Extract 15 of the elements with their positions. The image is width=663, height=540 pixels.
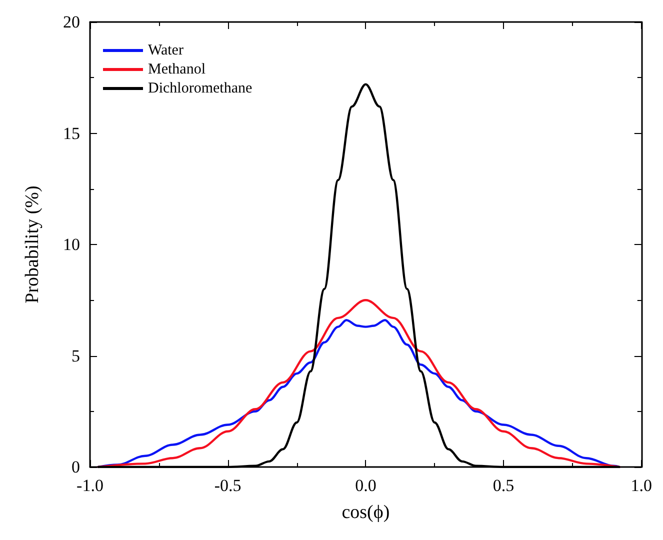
- y-tick-label: 20: [63, 12, 80, 32]
- x-axis-title: cos(ϕ): [342, 502, 390, 523]
- x-tick-label: 0.5: [492, 476, 514, 495]
- x-tick-label: -1.0: [76, 476, 104, 495]
- x-tick-label: 0.0: [355, 476, 376, 495]
- y-tick-label: 10: [63, 235, 80, 254]
- y-tick-label: 5: [72, 346, 80, 366]
- legend-label: Water: [148, 42, 184, 58]
- x-tick-label: -0.5: [214, 476, 242, 495]
- y-tick-label: 15: [63, 124, 80, 143]
- x-tick-label: 1.0: [630, 476, 652, 495]
- y-axis-title: Probability (%): [22, 186, 43, 304]
- y-tick-label: 0: [72, 458, 80, 476]
- legend-label: Dichloromethane: [148, 80, 252, 96]
- legend-label: Methanol: [148, 62, 206, 78]
